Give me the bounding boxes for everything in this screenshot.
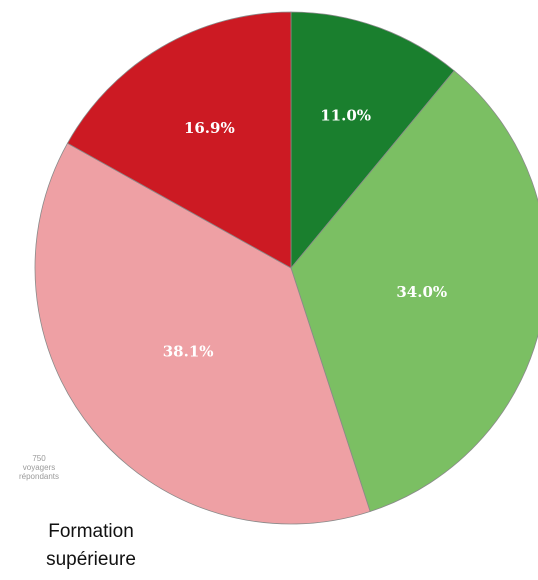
respondents-note: 750 voyagers répondants <box>6 454 72 481</box>
chart-caption: Formation supérieure <box>16 518 166 574</box>
slice-label-2: 34.0% <box>396 283 447 301</box>
respondents-unit: voyagers <box>22 463 56 472</box>
pie-slice-2 <box>290 70 538 512</box>
pie-slice-3 <box>34 142 371 525</box>
slice-label-4: 16.9% <box>184 119 235 137</box>
respondents-label: répondants <box>18 472 60 481</box>
slice-label-3: 38.1% <box>163 343 214 361</box>
caption-line-2: supérieure <box>46 549 136 570</box>
pie-slice-4 <box>66 11 292 269</box>
caption-line-1: Formation <box>48 521 134 542</box>
slice-label-1: 11.0% <box>320 106 371 124</box>
pie-slice-1 <box>290 11 455 270</box>
respondents-count: 750 <box>32 454 46 463</box>
